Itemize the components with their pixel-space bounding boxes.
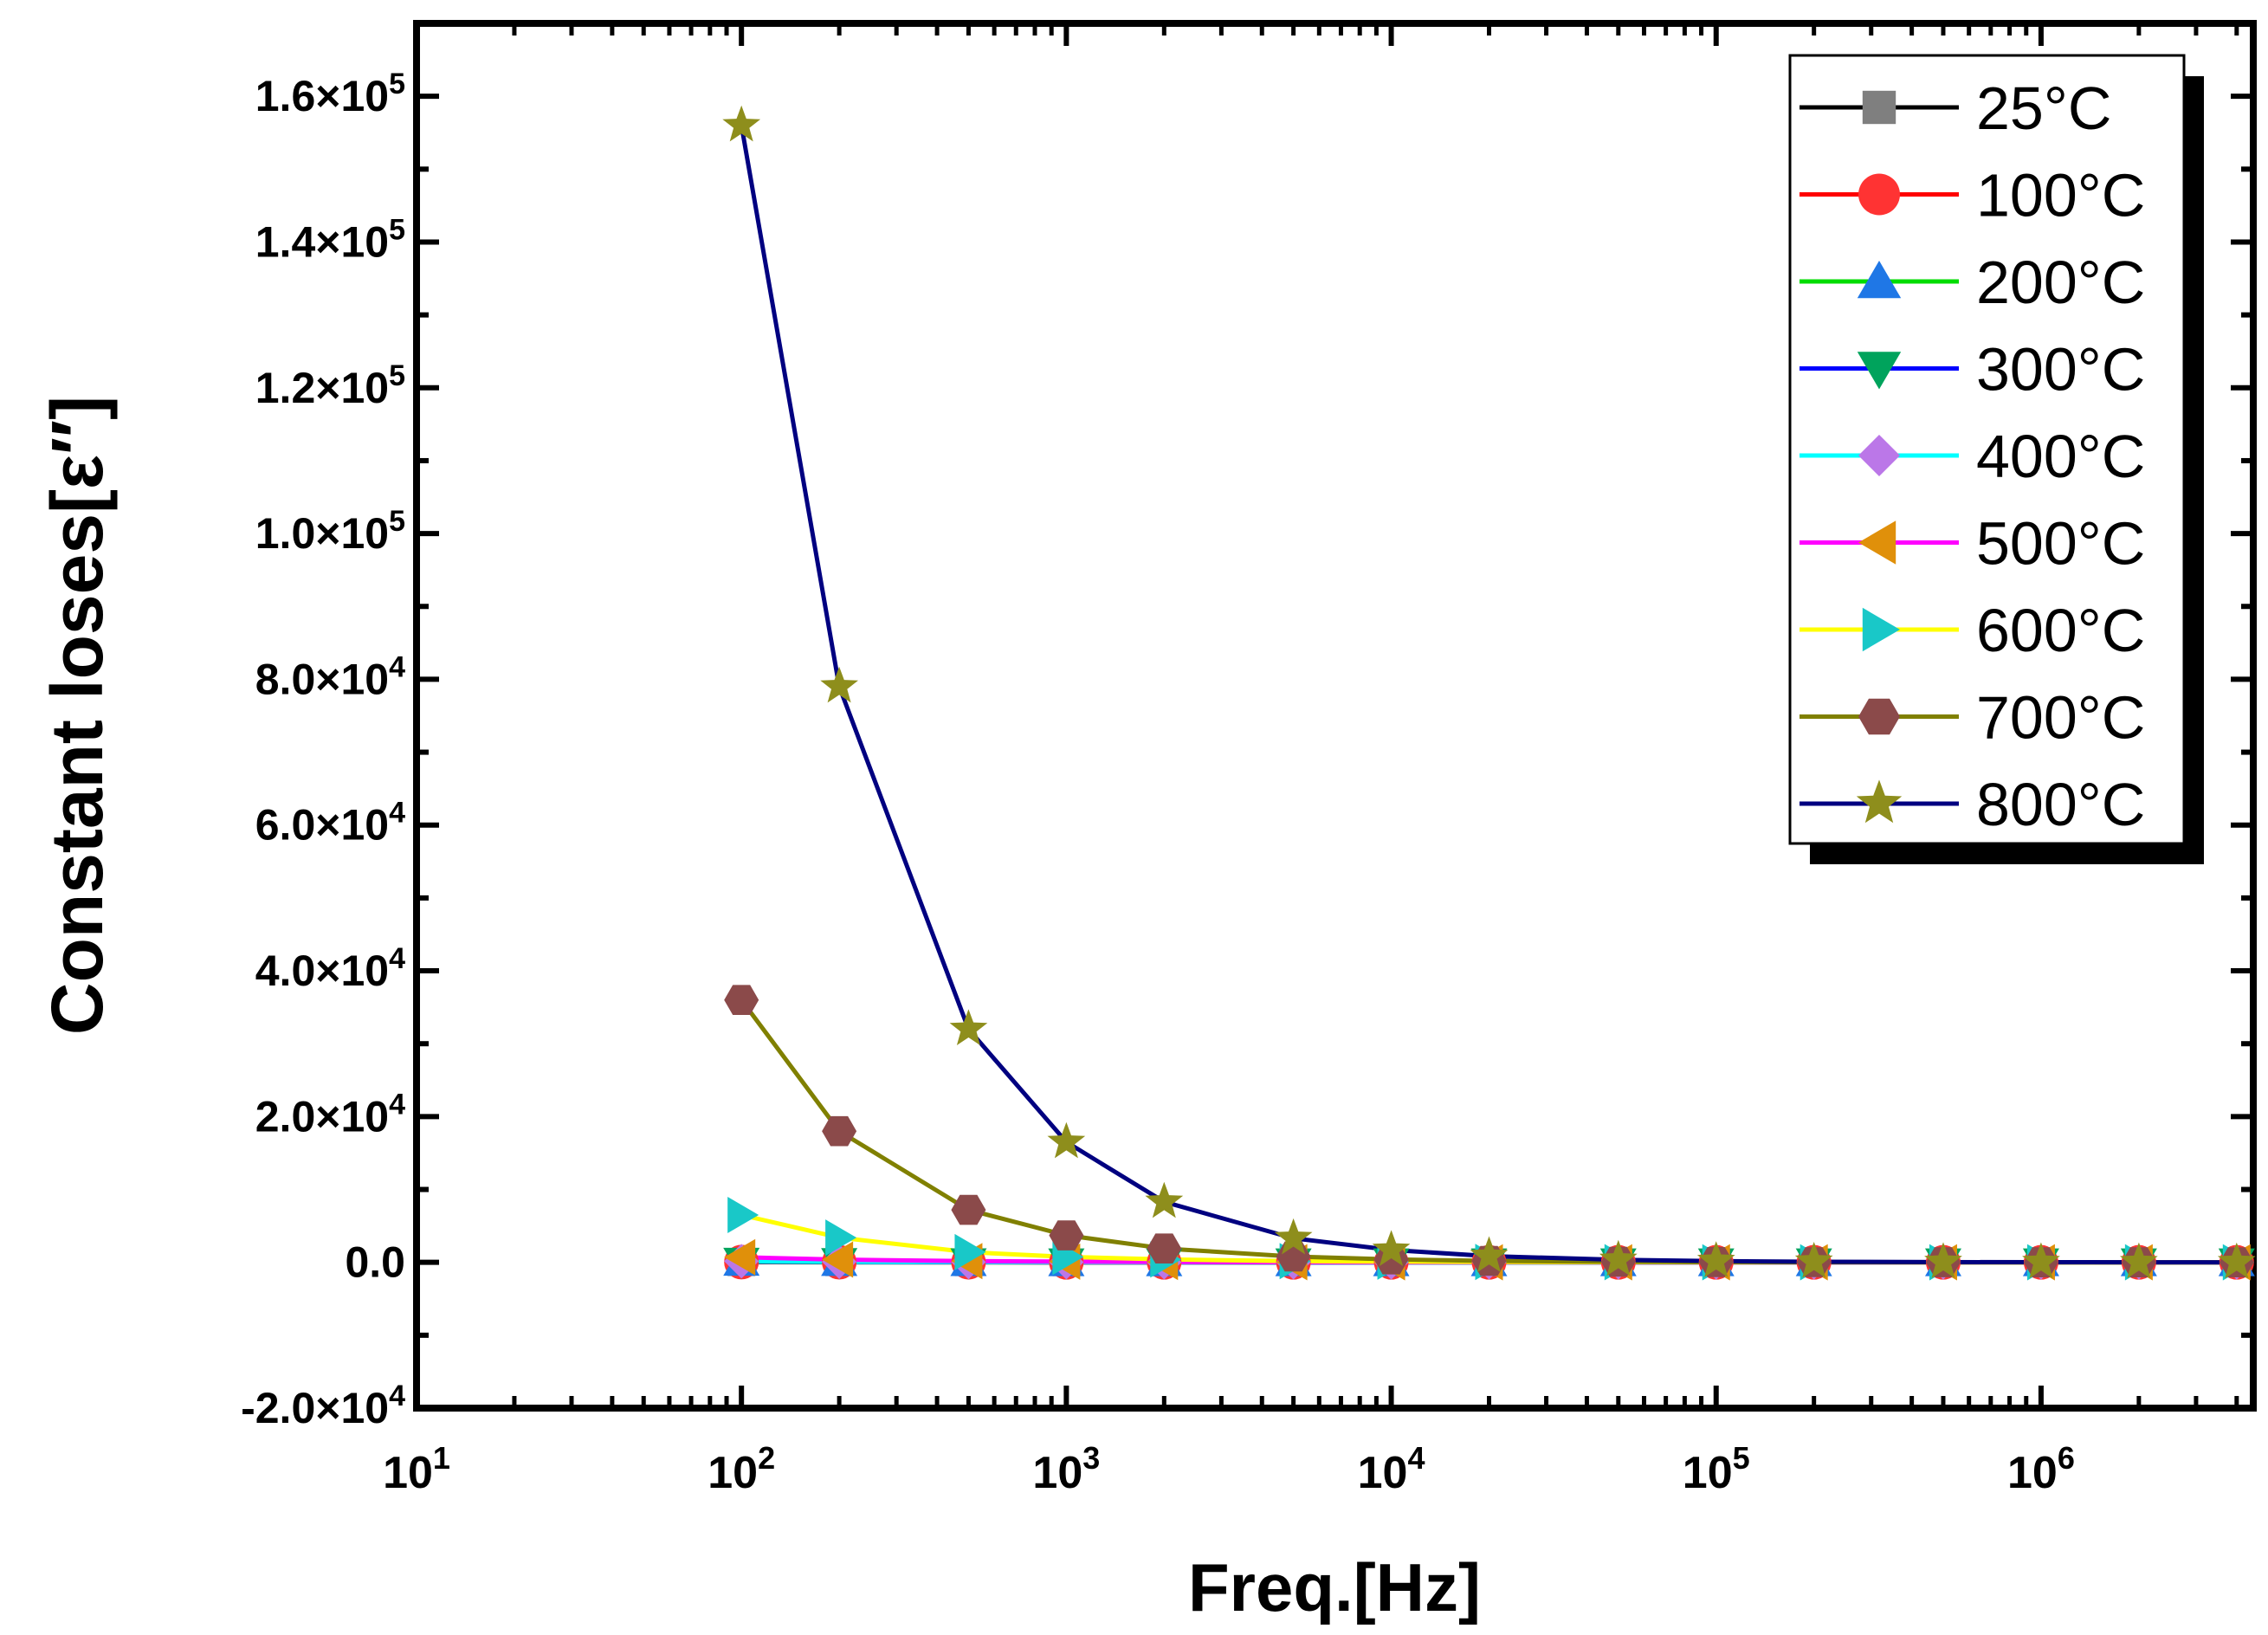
legend-label: 200°C (1976, 249, 2145, 316)
data-point-600°C (954, 1233, 986, 1270)
legend-label: 100°C (1976, 162, 2145, 229)
data-point-800°C (2217, 1242, 2256, 1279)
legend-label: 600°C (1976, 597, 2145, 664)
data-point-800°C (820, 666, 858, 703)
x-axis-title: Freq.[Hz] (1188, 1549, 1481, 1625)
legend-marker (1858, 520, 1896, 565)
legend-label: 400°C (1976, 423, 2145, 490)
data-point-600°C (825, 1219, 857, 1257)
y-tick-label: 6.0×104 (255, 797, 405, 850)
y-tick-label: -2.0×104 (241, 1380, 405, 1432)
data-point-800°C (1047, 1121, 1086, 1159)
data-point-800°C (949, 1009, 988, 1045)
legend-marker (1858, 173, 1900, 216)
plot-frame (413, 20, 2257, 1412)
x-axis-tick-labels: 101 102 103 104 105 106 (383, 1440, 2075, 1498)
data-point-800°C (1372, 1230, 1411, 1266)
legend-label: 700°C (1976, 684, 2145, 752)
legend-marker (1856, 779, 1903, 824)
data-point-800°C (2022, 1242, 2060, 1279)
x-tick-label: 103 (1032, 1440, 1100, 1498)
data-point-700°C (1049, 1220, 1084, 1250)
y-tick-label: 2.0×104 (255, 1088, 405, 1141)
data-point-800°C (1696, 1241, 1735, 1277)
x-tick-label: 102 (708, 1440, 775, 1498)
legend-box (1788, 54, 2186, 845)
legend-marker (1857, 352, 1902, 390)
legend-label: 500°C (1976, 510, 2145, 578)
legend-label: 800°C (1976, 771, 2145, 838)
data-point-700°C (951, 1194, 986, 1225)
y-tick-label: 8.0×104 (255, 650, 405, 703)
legend-marker (1862, 607, 1900, 652)
legend-label: 25°C (1976, 74, 2111, 142)
y-tick-label: 1.4×105 (255, 213, 405, 266)
y-tick-label: 4.0×104 (255, 942, 405, 995)
x-tick-label: 105 (1683, 1440, 1750, 1498)
y-axis-title: Constant loses[ε″] (36, 396, 118, 1035)
data-point-500°C (724, 1238, 756, 1276)
data-point-800°C (722, 105, 761, 142)
data-point-800°C (1145, 1181, 1184, 1218)
data-point-600°C (727, 1196, 759, 1233)
series-markers (722, 105, 2256, 1281)
y-tick-label: 1.6×105 (255, 68, 405, 120)
y-tick-label: 1.2×105 (255, 359, 405, 412)
data-point-800°C (2120, 1242, 2158, 1279)
legend-label: 300°C (1976, 336, 2145, 404)
y-tick-label: 1.0×105 (255, 505, 405, 558)
x-tick-label: 101 (383, 1440, 450, 1498)
data-point-800°C (1470, 1236, 1509, 1273)
x-tick-label: 106 (2007, 1440, 2075, 1498)
legend-marker (1857, 261, 1902, 299)
x-tick-label: 104 (1358, 1440, 1425, 1498)
legend-marker (1858, 435, 1900, 476)
data-point-500°C (822, 1241, 854, 1278)
data-point-700°C (1147, 1233, 1182, 1263)
legend-marker (1858, 698, 1900, 735)
y-tick-label: 0.0 (345, 1238, 405, 1287)
data-point-800°C (1794, 1242, 1833, 1278)
data-point-800°C (1599, 1239, 1638, 1276)
data-point-800°C (1924, 1242, 1962, 1278)
legend-marker (1862, 90, 1896, 125)
data-point-800°C (1274, 1218, 1313, 1255)
data-point-700°C (724, 985, 759, 1015)
y-axis-tick-labels: -2.0×104 0.0 2.0×104 4.0×104 6.0×104 8.0×104 1… (241, 68, 405, 1432)
legend: 25°C 100°C 200°C 300°C 400°C 500°C 600°C 700°C 8… (1788, 54, 2204, 864)
data-point-700°C (822, 1115, 857, 1147)
